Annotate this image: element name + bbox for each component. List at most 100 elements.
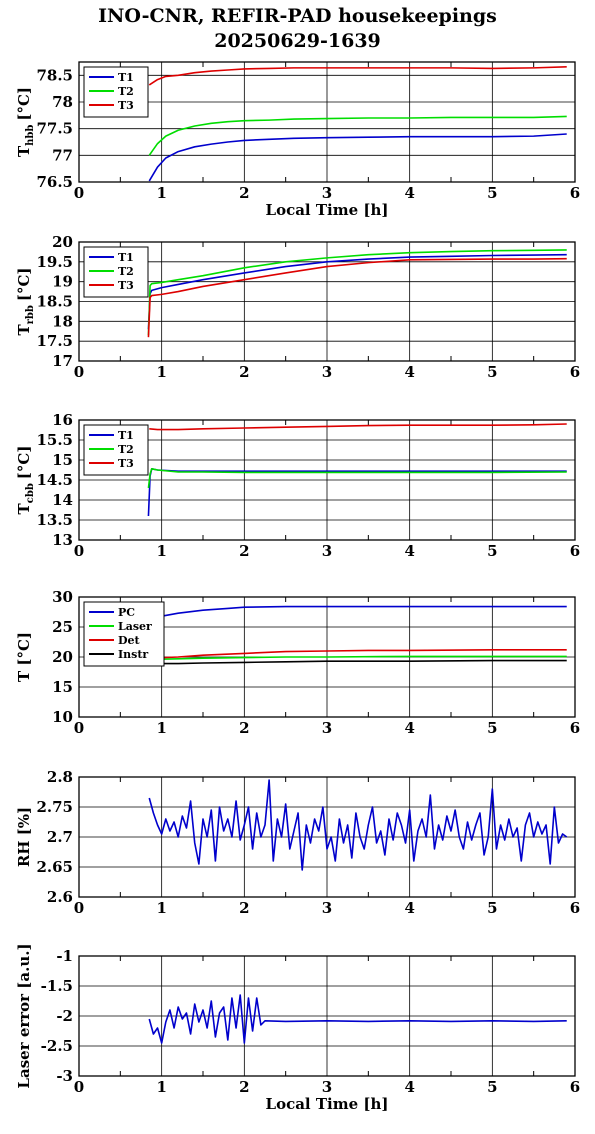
x-tick-label: 3 [322, 899, 332, 917]
y-tick-label: 19 [52, 273, 73, 291]
legend-entry-t3: T3 [118, 279, 134, 292]
series-line-t1 [147, 253, 567, 330]
plot-frame [78, 596, 576, 718]
legend-entry-instr: Instr [118, 648, 148, 661]
x-axis-label: Local Time [h] [266, 201, 389, 219]
x-tick-label: 0 [74, 184, 84, 202]
y-tick-label: 13 [52, 531, 73, 549]
x-tick-label: 4 [404, 184, 414, 202]
x-tick-label: 0 [74, 899, 84, 917]
x-tick-label: 1 [156, 1078, 166, 1096]
x-tick-label: 6 [570, 1078, 580, 1096]
series-line-t2 [147, 468, 567, 489]
plot-frame [78, 955, 576, 1077]
legend-entry-pc: PC [118, 606, 135, 619]
y-tick-label: -3 [56, 1067, 73, 1085]
y-label-main: T [15, 502, 33, 514]
series-line-t3 [149, 423, 567, 431]
x-tick-label: 0 [74, 719, 84, 737]
plot-frame [78, 776, 576, 898]
x-tick-label: 4 [404, 719, 414, 737]
y-tick-label: 20 [52, 648, 73, 666]
y-label-sub: rbb [25, 305, 36, 324]
series-line-t1 [147, 468, 567, 517]
x-tick-label: 1 [156, 899, 166, 917]
y-tick-label: 17 [52, 352, 73, 370]
chart-title: INO-CNR, REFIR-PAD housekeepings [98, 5, 497, 27]
y-tick-label: 2.7 [47, 828, 73, 846]
y-tick-label: 78.5 [36, 66, 73, 84]
plot-frame [78, 419, 576, 541]
panel-3: 0 1 2 3 4 5 61313.51414.51515.516Tcbb[°C]T1T2T… [15, 411, 580, 560]
x-tick-label: 5 [487, 719, 497, 737]
y-label-main: T [°C] [15, 632, 33, 682]
x-tick-label: 2 [239, 184, 249, 202]
panel-1: 0 1 2 3 4 5 6 76.5 77 77.5 78 78.5 Local Time [h] Thb… [15, 61, 580, 219]
x-tick-label: 3 [322, 184, 332, 202]
legend-entry-t2: T2 [118, 85, 134, 98]
series-line-t3 [147, 257, 567, 338]
x-tick-label: 3 [322, 1078, 332, 1096]
plot-frame [78, 61, 576, 183]
x-tick-label: 4 [404, 1078, 414, 1096]
y-tick-label: 15 [52, 451, 73, 469]
y-tick-label: 18 [52, 312, 73, 330]
x-tick-label: 4 [404, 363, 414, 381]
legend-entry-t3: T3 [118, 99, 134, 112]
y-label-unit: [°C] [15, 446, 33, 480]
y-tick-label: 20 [52, 233, 73, 251]
y-tick-label: -2.5 [41, 1037, 73, 1055]
y-tick-label: 14.5 [36, 471, 73, 489]
y-tick-label: 14 [52, 491, 73, 509]
y-tick-label: 18.5 [36, 293, 73, 311]
y-tick-label: 77 [52, 146, 73, 164]
y-label-sub: cbb [25, 483, 36, 503]
y-axis-label: Tcbb [°C] [15, 446, 36, 515]
legend-entry-t1: T1 [118, 71, 134, 84]
series-line-instr [149, 659, 567, 665]
y-tick-label: 17.5 [36, 332, 73, 350]
series-line-pc [148, 605, 567, 622]
y-tick-label: 78 [52, 93, 73, 111]
x-tick-label: 6 [570, 542, 580, 560]
y-axis-label: Thbb [°C] [15, 87, 36, 157]
x-tick-label: 1 [156, 363, 166, 381]
x-tick-label: 6 [570, 899, 580, 917]
legend-entry-t1: T1 [118, 429, 134, 442]
plot-frame [78, 241, 576, 362]
x-tick-label: 0 [74, 542, 84, 560]
x-tick-label: 0 [74, 363, 84, 381]
y-tick-label: 19.5 [36, 253, 73, 271]
y-tick-label: 30 [52, 588, 73, 606]
x-tick-label: 6 [570, 719, 580, 737]
panel-2: 0 1 2 3 4 5 61717.51818.51919.520Trbb[°C]T1T2T… [15, 233, 580, 381]
y-axis-label: T [°C] [15, 632, 33, 682]
x-tick-label: 5 [487, 899, 497, 917]
x-tick-label: 2 [239, 719, 249, 737]
x-tick-label: 5 [487, 1078, 497, 1096]
y-tick-label: 2.75 [36, 798, 73, 816]
y-label-sub: hbb [25, 125, 36, 146]
legend-entry-t2: T2 [118, 265, 134, 278]
legend-entry-det: Det [118, 634, 141, 647]
x-tick-label: 3 [322, 719, 332, 737]
y-tick-label: -1.5 [41, 977, 73, 995]
y-tick-label: 10 [52, 708, 73, 726]
panel-6: 0 1 2 3 4 5 6 -3 -2.5 -2 -1.5 -1 Local Time [h] Laser… [15, 943, 580, 1113]
x-tick-label: 5 [487, 184, 497, 202]
y-tick-label: 15 [52, 678, 73, 696]
y-tick-label: 25 [52, 618, 73, 636]
y-tick-label: -2 [56, 1007, 73, 1025]
x-tick-label: 6 [570, 363, 580, 381]
legend-entry-laser: Laser [118, 620, 152, 633]
y-tick-label: 13.5 [36, 511, 73, 529]
x-tick-label: 3 [322, 363, 332, 381]
x-tick-label: 0 [74, 1078, 84, 1096]
series-line-laser [149, 655, 567, 661]
x-tick-label: 2 [239, 1078, 249, 1096]
